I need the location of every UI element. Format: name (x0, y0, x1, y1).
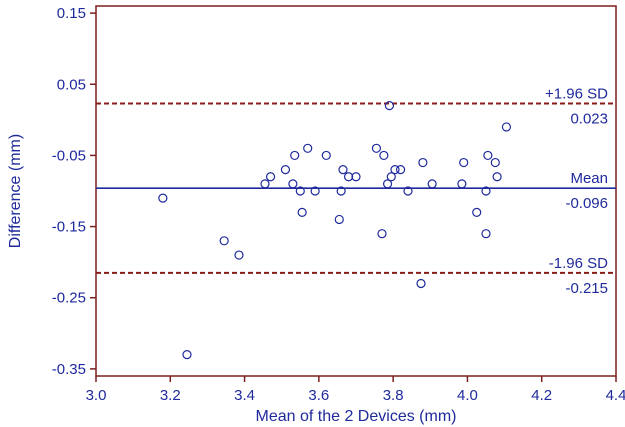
data-point (295, 186, 305, 196)
data-point (457, 179, 467, 189)
upper-line-label: +1.96 SD (545, 85, 608, 102)
data-point (384, 101, 395, 111)
x-tick-label: 3.8 (383, 387, 404, 404)
y-tick-label: -0.25 (52, 290, 86, 307)
x-axis-label: Mean of the 2 Devices (mm) (256, 408, 457, 425)
data-point (395, 165, 406, 175)
data-point (377, 229, 387, 239)
data-point (265, 172, 276, 182)
data-point (390, 165, 400, 175)
data-point (379, 150, 389, 161)
data-point (303, 143, 313, 153)
data-points (158, 101, 512, 360)
data-point (182, 350, 192, 360)
mean-line-value: -0.096 (565, 195, 608, 212)
x-tick-label: 3.0 (86, 387, 107, 404)
data-point (334, 214, 344, 225)
data-point (219, 236, 229, 246)
data-point (481, 229, 491, 239)
x-tick-label: 3.4 (234, 387, 255, 404)
data-point (351, 172, 361, 182)
lower-line-label: -1.96 SD (549, 255, 608, 272)
data-point (158, 193, 168, 203)
data-point (481, 186, 491, 196)
data-point (418, 157, 428, 168)
data-point (321, 150, 331, 161)
y-tick-label: -0.15 (52, 219, 86, 236)
data-point (310, 186, 320, 196)
y-axis-label: Difference (mm) (7, 134, 24, 248)
y-tick-label: 0.15 (57, 5, 86, 22)
x-tick-label: 3.6 (308, 387, 329, 404)
x-axis: 3.0 3.2 3.4 3.6 3.8 4.0 4.2 4.4 (86, 376, 625, 404)
data-point (459, 157, 469, 168)
data-point (288, 179, 298, 189)
data-point (416, 278, 426, 289)
data-point (403, 186, 413, 196)
lower-line-value: -0.215 (565, 280, 608, 297)
data-point (290, 150, 300, 161)
upper-line-value: 0.023 (570, 110, 608, 127)
plot-frame (95, 5, 617, 377)
y-tick-label: -0.35 (52, 361, 86, 378)
data-point (280, 165, 291, 175)
data-point (386, 172, 396, 182)
y-tick-label: -0.05 (52, 147, 86, 164)
y-axis: 0.15 0.05 -0.05 -0.15 -0.25 -0.35 (52, 5, 96, 378)
x-tick-label: 4.4 (606, 387, 625, 404)
x-tick-label: 4.0 (457, 387, 478, 404)
data-point (483, 150, 493, 161)
data-point (336, 186, 346, 196)
data-point (297, 207, 307, 217)
x-tick-label: 4.2 (531, 387, 552, 404)
data-point (490, 157, 500, 168)
data-point (427, 179, 437, 189)
data-point (382, 179, 393, 189)
y-tick-label: 0.05 (57, 76, 86, 93)
data-point (501, 122, 512, 132)
mean-line-label: Mean (570, 170, 608, 187)
data-point (472, 207, 482, 217)
data-point (492, 172, 502, 182)
data-point (371, 143, 382, 153)
reference-lines: +1.96 SD 0.023 Mean -0.096 -1.96 SD -0.215 (96, 85, 616, 297)
data-point (234, 250, 244, 260)
data-point (260, 179, 270, 189)
x-tick-label: 3.2 (160, 387, 181, 404)
data-point (338, 165, 348, 175)
